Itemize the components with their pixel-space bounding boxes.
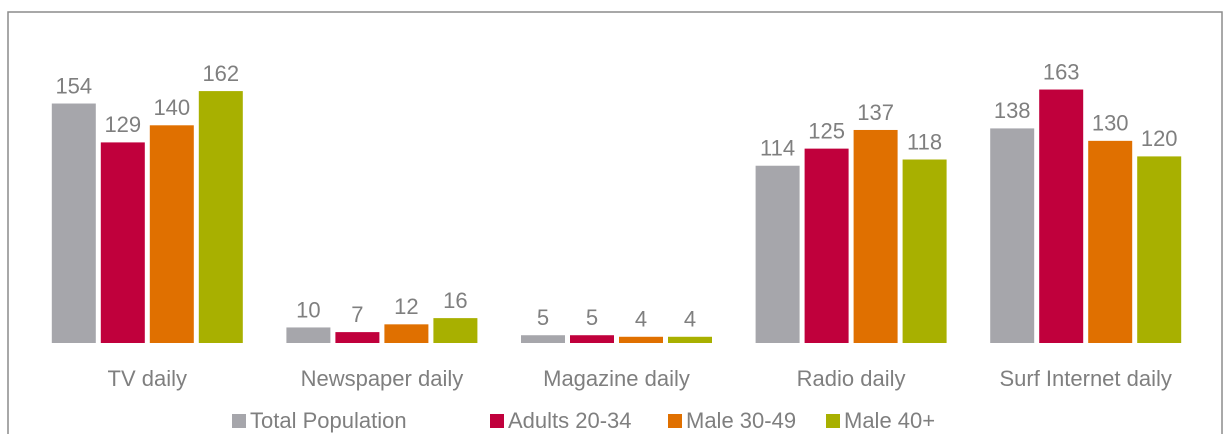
bar: [335, 332, 380, 343]
data-label: 5: [537, 305, 549, 330]
x-tick-label: Newspaper daily: [301, 366, 464, 391]
data-label: 5: [586, 305, 598, 330]
bar: [198, 91, 243, 343]
data-label: 120: [1141, 126, 1178, 151]
legend-label: Male 40+: [844, 408, 935, 433]
data-label: 162: [202, 61, 239, 86]
x-tick-label: Magazine daily: [543, 366, 690, 391]
x-tick-label: TV daily: [108, 366, 187, 391]
bar: [1088, 140, 1133, 343]
data-label: 138: [994, 98, 1031, 123]
bar: [100, 142, 145, 343]
legend-swatch: [490, 414, 504, 428]
data-label: 10: [296, 297, 320, 322]
data-label: 4: [684, 307, 696, 332]
bar: [384, 324, 429, 343]
legend-swatch: [826, 414, 840, 428]
legend-swatch: [668, 414, 682, 428]
bar: [668, 336, 712, 343]
bar: [804, 148, 849, 343]
bar: [570, 335, 614, 343]
data-label: 140: [153, 95, 190, 120]
bar: [1137, 156, 1182, 343]
bar: [1039, 89, 1084, 343]
data-label: 12: [394, 294, 418, 319]
bar: [619, 336, 663, 343]
x-tick-label: Radio daily: [797, 366, 906, 391]
data-label: 163: [1043, 59, 1080, 84]
legend-label: Adults 20-34: [508, 408, 632, 433]
bar: [755, 165, 800, 343]
bar: [990, 128, 1035, 343]
data-label: 4: [635, 307, 647, 332]
data-label: 16: [443, 288, 467, 313]
bar: [521, 335, 565, 343]
data-label: 114: [760, 136, 795, 161]
data-label: 130: [1092, 111, 1129, 136]
bar: [51, 103, 96, 343]
legend-swatch: [232, 414, 246, 428]
legend-label: Total Population: [250, 408, 407, 433]
data-label: 154: [55, 73, 92, 98]
data-label: 129: [104, 112, 141, 137]
data-label: 7: [351, 302, 363, 327]
bar: [853, 129, 898, 343]
x-tick-label: Surf Internet daily: [999, 366, 1171, 391]
bar: [149, 125, 194, 343]
data-label: 137: [857, 100, 894, 125]
chart-frame: [7, 11, 1223, 434]
data-label: 125: [808, 118, 845, 143]
bar: [902, 159, 947, 343]
bar: [433, 318, 478, 343]
data-label: 118: [907, 129, 942, 154]
bar: [286, 327, 331, 343]
legend-label: Male 30-49: [686, 408, 796, 433]
